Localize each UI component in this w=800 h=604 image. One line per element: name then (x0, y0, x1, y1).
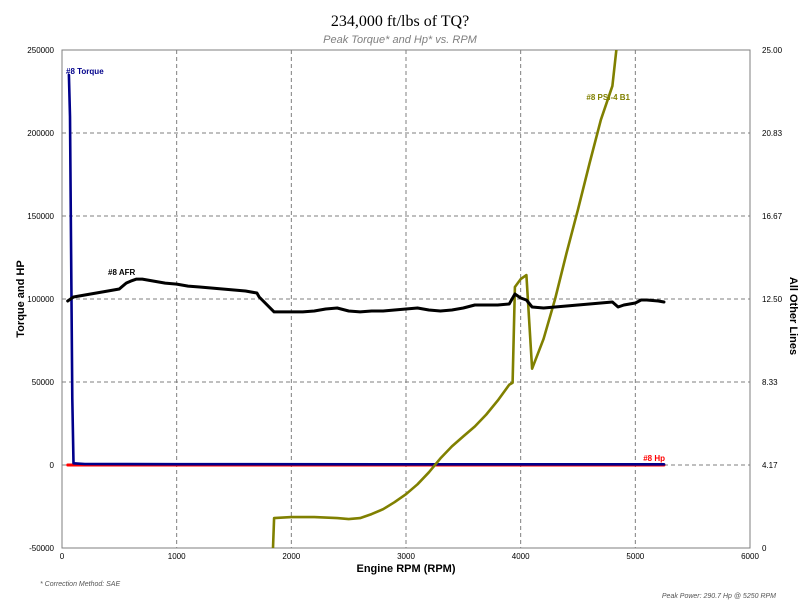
series-layer (66, 50, 666, 548)
x-tick-label: 4000 (512, 552, 530, 561)
y-left-tick-label: -50000 (29, 544, 54, 553)
y-right-tick-label: 12.50 (762, 295, 783, 304)
ticks-layer: 0 1000 2000 3000 4000 5000 6000 -50000 0 50000 100… (27, 46, 782, 561)
y-axis-left-label: Torque and HP (15, 260, 27, 337)
y-right-tick-label: 0 (762, 544, 767, 553)
series-label-8-torque: #8 Torque (66, 67, 104, 76)
y-left-tick-label: 50000 (32, 378, 55, 387)
series-line-8-afr (66, 277, 666, 314)
chart-subtitle: Peak Torque* and Hp* vs. RPM (323, 34, 478, 46)
series-labels-layer: #8 Torque #8 Hp #8 AFR #8 PSI-4 B1 (66, 67, 665, 463)
series-label-8-hp: #8 Hp (643, 454, 665, 463)
chart-title: 234,000 ft/lbs of TQ? (331, 13, 469, 30)
y-left-tick-label: 250000 (27, 46, 54, 55)
y-left-tick-label: 0 (50, 461, 55, 470)
series-label-8-psi-4-b1: #8 PSI-4 B1 (586, 93, 630, 102)
plot-frame (61, 49, 751, 549)
x-tick-label: 2000 (282, 552, 300, 561)
x-tick-label: 1000 (168, 552, 186, 561)
correction-footnote: * Correction Method: SAE (40, 581, 120, 588)
x-tick-label: 5000 (626, 552, 644, 561)
y-right-tick-label: 20.83 (762, 129, 783, 138)
series-line-8-torque (67, 73, 666, 466)
y-axis-right-label: All Other Lines (787, 277, 799, 355)
x-axis-label: Engine RPM (RPM) (357, 563, 456, 575)
x-tick-label: 3000 (397, 552, 415, 561)
y-left-tick-label: 100000 (27, 295, 54, 304)
y-right-tick-label: 16.67 (762, 212, 783, 221)
peak-power-footnote: Peak Power: 290.7 Hp @ 5250 RPM (662, 593, 776, 600)
x-tick-label: 6000 (741, 552, 759, 561)
y-right-tick-label: 4.17 (762, 461, 778, 470)
x-tick-label: 0 (60, 552, 65, 561)
y-left-tick-label: 200000 (27, 129, 54, 138)
y-right-tick-label: 25.00 (762, 46, 783, 55)
series-line-8-psi-4-b1 (271, 50, 618, 548)
y-left-tick-label: 150000 (27, 212, 54, 221)
series-label-8-afr: #8 AFR (108, 268, 135, 277)
y-right-tick-label: 8.33 (762, 378, 778, 387)
